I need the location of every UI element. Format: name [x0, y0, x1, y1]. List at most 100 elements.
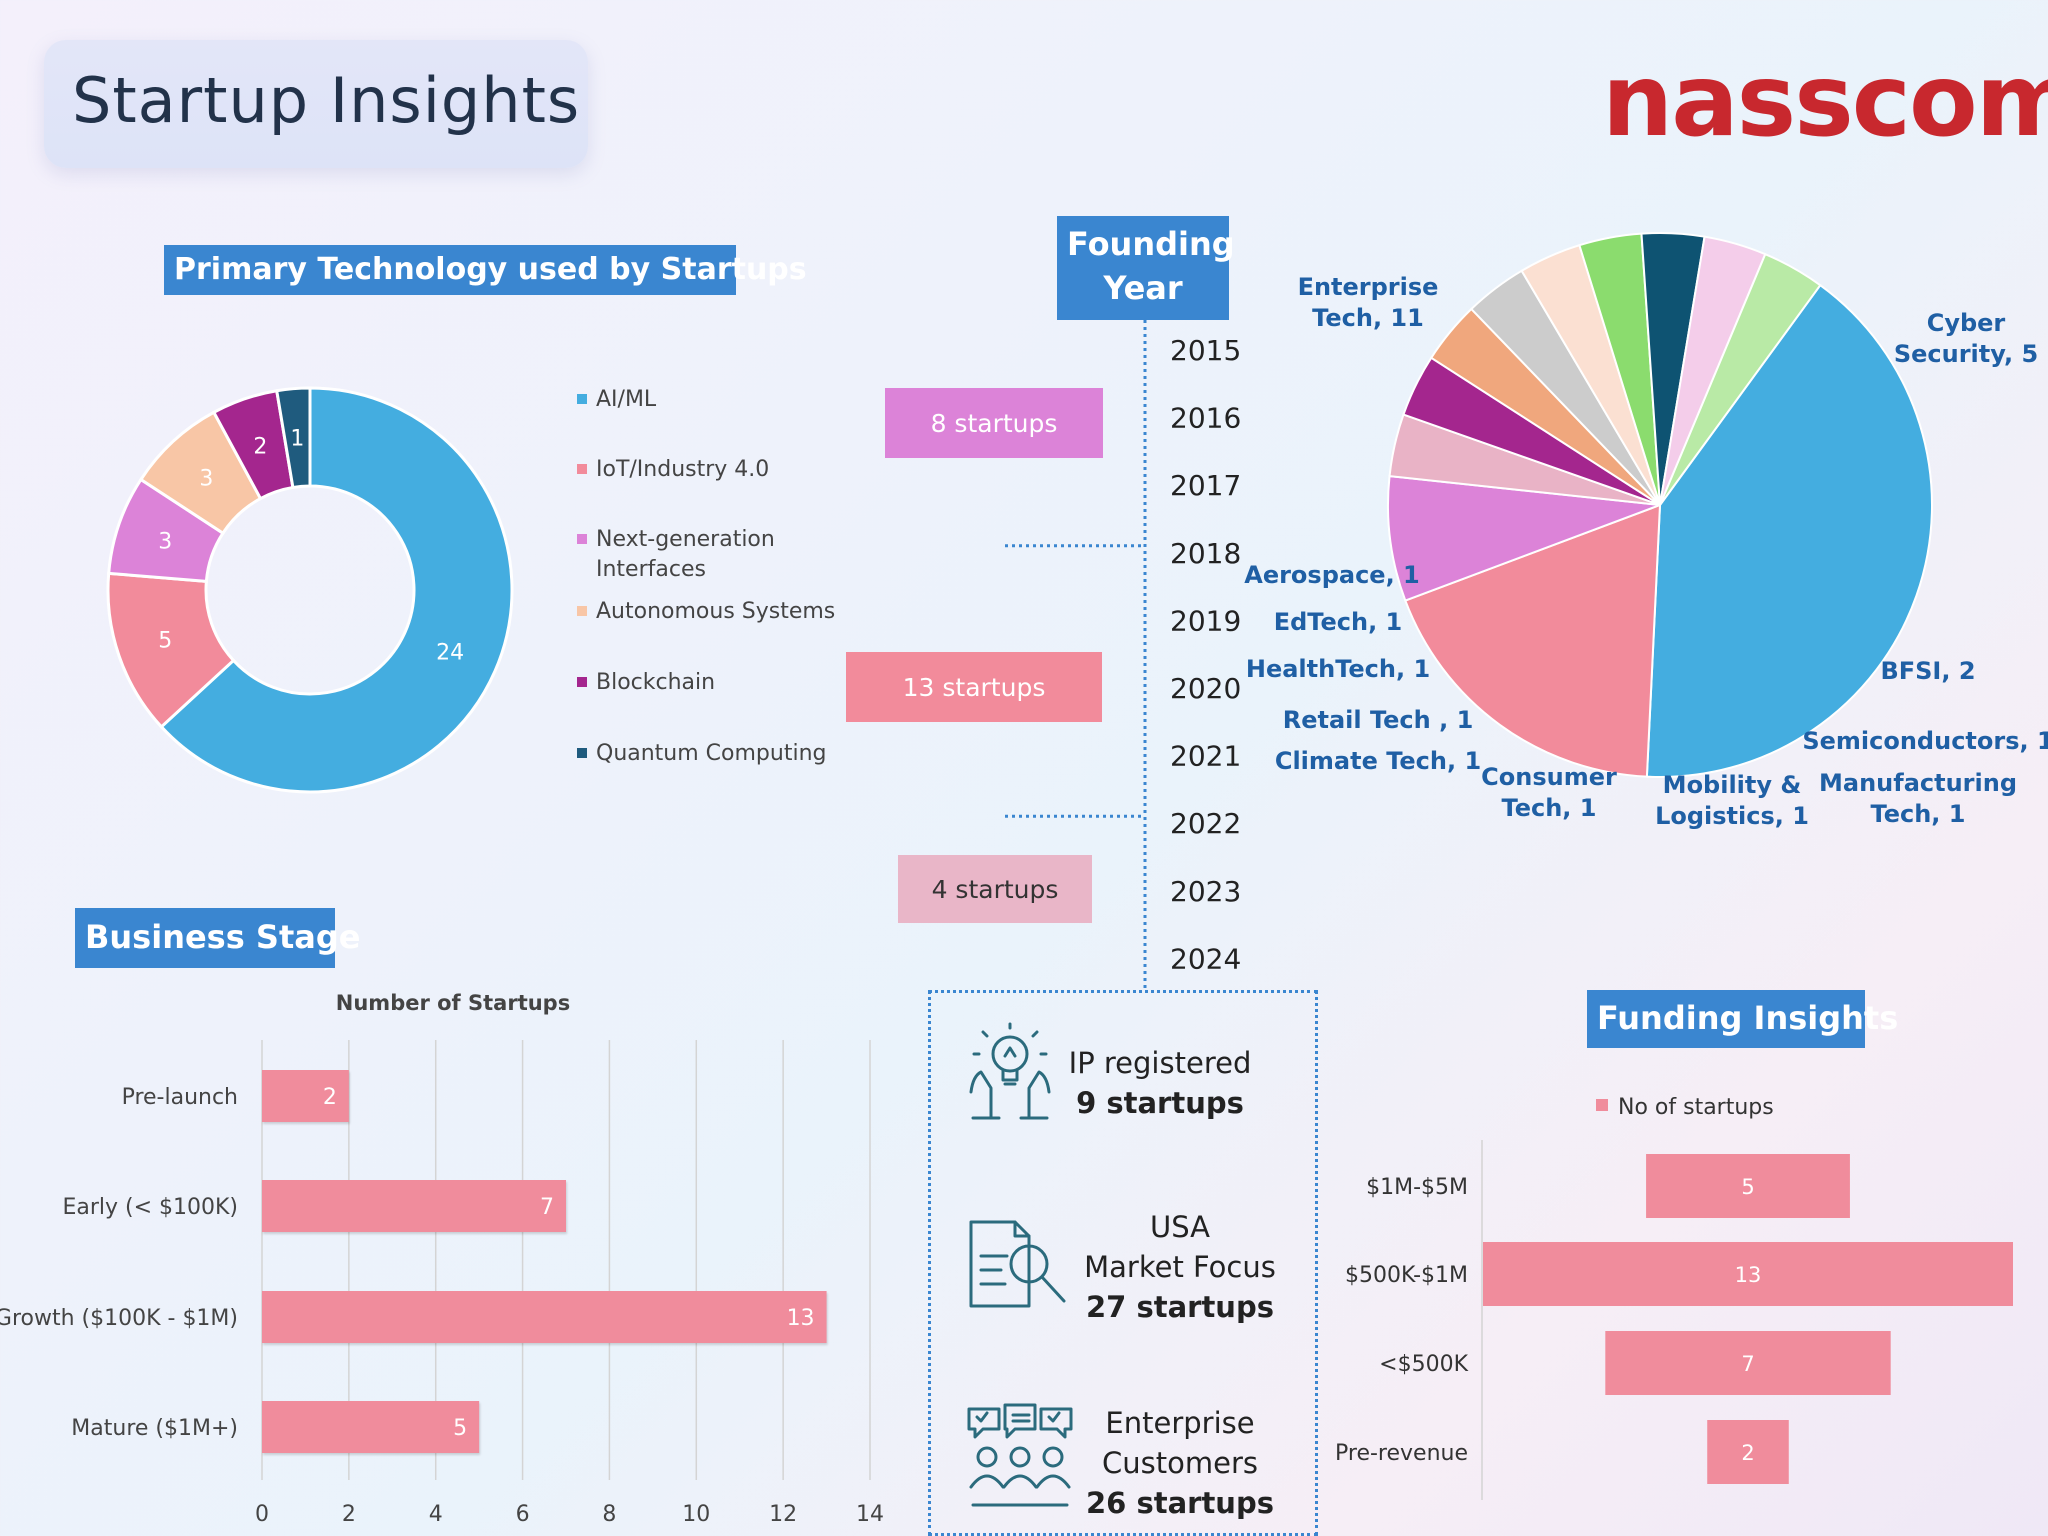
- document-search-icon: [969, 1220, 1066, 1308]
- pie-label-edtech: EdTech, 1: [1273, 608, 1403, 636]
- year-label-2021: 2021: [1170, 740, 1241, 773]
- founding-group-label: 4 startups: [932, 875, 1059, 904]
- tech-donut-chart: 24 5 3 3 2 1: [106, 386, 514, 794]
- x-tick-label: 6: [516, 1502, 530, 1527]
- stage-bar-early-100k: [262, 1180, 566, 1232]
- founding-group-box: [846, 652, 1102, 722]
- x-tick-label: 8: [602, 1502, 616, 1527]
- x-tick-label: 14: [856, 1502, 884, 1527]
- stage-bar-value: 5: [453, 1416, 467, 1441]
- x-tick-label: 10: [682, 1502, 710, 1527]
- pie-label-consumer-tech: Consumer Tech, 1: [1481, 763, 1617, 822]
- pie-label-climate-tech: Climate Tech, 1: [1274, 747, 1482, 775]
- enterprise-value: 26 startups: [1086, 1486, 1274, 1520]
- stage-bar-value: 13: [787, 1306, 815, 1331]
- funding-category-label: $1M-$5M: [1366, 1175, 1468, 1200]
- pie-label-aerospace: Aerospace, 1: [1244, 561, 1420, 589]
- founding-year-title: Founding Year: [1057, 216, 1235, 320]
- year-label-2020: 2020: [1170, 672, 1241, 705]
- funding-legend-swatch: [1596, 1099, 1608, 1111]
- funding-bar-value: 13: [1735, 1263, 1762, 1287]
- x-tick-label: 4: [429, 1502, 443, 1527]
- brand-logo: nasscom: [1602, 42, 2048, 159]
- pie-label-retail-tech: Retail Tech , 1: [1282, 706, 1474, 734]
- founding-group-label: 13 startups: [903, 673, 1046, 702]
- funding-chart: No of startups 5 $1M-$5M 13 $500K-$1M 7 <$500K…: [1335, 1095, 2013, 1500]
- ip-registered-block: IP registered 9 startups: [1050, 1043, 1270, 1123]
- funding-bar-value: 7: [1741, 1352, 1754, 1376]
- usa-label: USA: [1149, 1210, 1210, 1244]
- enterprise-label: Enterprise: [1105, 1406, 1255, 1440]
- pie-label-healthtech: HealthTech, 1: [1245, 655, 1431, 683]
- year-label-2022: 2022: [1170, 807, 1241, 840]
- highlights-panel: [928, 990, 1318, 1536]
- usa-value: 27 startups: [1086, 1290, 1274, 1324]
- legend-swatch: [577, 748, 587, 758]
- legend-swatch: [577, 394, 587, 404]
- pie-slice-cyber-security: [1404, 503, 1662, 778]
- year-label-2019: 2019: [1170, 604, 1241, 637]
- pie-label-cyber-security: Cyber Security, 5: [1893, 309, 2039, 368]
- business-stage-title: Business Stage: [75, 908, 360, 968]
- pie-label-bfsi: BFSI, 2: [1880, 657, 1976, 685]
- funding-bar-500k-1m: [1483, 1242, 2013, 1306]
- funding-legend-label: No of startups: [1618, 1095, 1774, 1120]
- year-label-2016: 2016: [1170, 402, 1241, 435]
- legend-item-autonomous-systems: Autonomous Systems: [577, 597, 837, 627]
- donut-value-label: 5: [158, 629, 172, 654]
- year-label-2024: 2024: [1170, 942, 1241, 975]
- page-title: Startup Insights: [72, 64, 581, 137]
- legend-item-quantum-computing: Quantum Computing: [577, 739, 837, 769]
- legend-item-next-generation-interfaces: Next-generation Interfaces: [577, 525, 777, 585]
- legend-swatch: [577, 606, 587, 616]
- enterprise-customers-block: Enterprise Customers 26 startups: [1080, 1403, 1280, 1523]
- founding-year-timeline: 2015 2016 2017 2018 2019 2020 2021 2022 2023 2024…: [846, 320, 1241, 990]
- funding-category-label: $500K-$1M: [1345, 1263, 1468, 1288]
- pie-label-semiconductors: Semiconductors, 1: [1802, 727, 2048, 755]
- pie-label-enterprise-tech: Enterprise Tech, 11: [1297, 273, 1439, 332]
- ip-label: IP registered: [1068, 1046, 1252, 1080]
- legend-label: AI/ML: [596, 387, 657, 412]
- ip-value: 9 startups: [1076, 1086, 1244, 1120]
- business-stage-chart: Number of Startups 0 2 4 6 8 10 12 14 2 Pre-launch…: [0, 991, 884, 1527]
- founding-group-label: 8 startups: [931, 409, 1058, 438]
- stage-bar-mature-1m: [262, 1401, 480, 1453]
- founding-group-box: [898, 855, 1092, 923]
- pie-slice-bfsi: [1387, 475, 1661, 602]
- stage-category-label: Pre-launch: [122, 1085, 238, 1110]
- market-focus-label: Market Focus: [1084, 1250, 1276, 1284]
- legend-label: Next-generation Interfaces: [596, 527, 775, 582]
- stage-category-label: Mature ($1M+): [71, 1416, 238, 1441]
- legend-label: IoT/Industry 4.0: [596, 457, 770, 482]
- founding-group-box: [885, 388, 1103, 458]
- legend-item-iot-industry-4-0: IoT/Industry 4.0: [577, 455, 837, 485]
- usa-market-block: USA Market Focus 27 startups: [1080, 1207, 1280, 1327]
- stage-bar-value: 2: [323, 1085, 337, 1110]
- x-tick-label: 0: [255, 1502, 269, 1527]
- funding-category-label: <$500K: [1379, 1352, 1468, 1377]
- year-label-2017: 2017: [1170, 469, 1241, 502]
- pie-slice-aerospace: [1659, 252, 1822, 506]
- pie-slice-enterprise-tech: [1645, 283, 1933, 778]
- funding-category-label: Pre-revenue: [1335, 1441, 1468, 1466]
- donut-value-label: 2: [253, 434, 267, 459]
- funding-bar-500k: [1605, 1331, 1891, 1395]
- x-tick-label: 2: [342, 1502, 356, 1527]
- x-tick-label: 12: [769, 1502, 797, 1527]
- donut-slice-ai-ml: [159, 386, 514, 794]
- legend-swatch: [577, 464, 587, 474]
- year-label-2018: 2018: [1170, 537, 1241, 570]
- funding-bar-value: 5: [1741, 1175, 1754, 1199]
- stage-bar-pre-launch: [262, 1070, 349, 1122]
- donut-value-label: 3: [199, 466, 213, 491]
- title-box: [44, 40, 588, 168]
- donut-value-label: 24: [436, 640, 464, 665]
- year-label-2023: 2023: [1170, 875, 1241, 908]
- funding-bar-value: 2: [1741, 1441, 1754, 1465]
- funding-bar-1m-5m: [1646, 1154, 1850, 1218]
- funding-bar-pre-revenue: [1707, 1420, 1789, 1484]
- donut-value-label: 3: [158, 529, 172, 554]
- tech-chart-title: Primary Technology used by Startups: [164, 245, 807, 295]
- lightbulb-hands-icon: [969, 1022, 1051, 1120]
- donut-value-label: 1: [290, 427, 304, 452]
